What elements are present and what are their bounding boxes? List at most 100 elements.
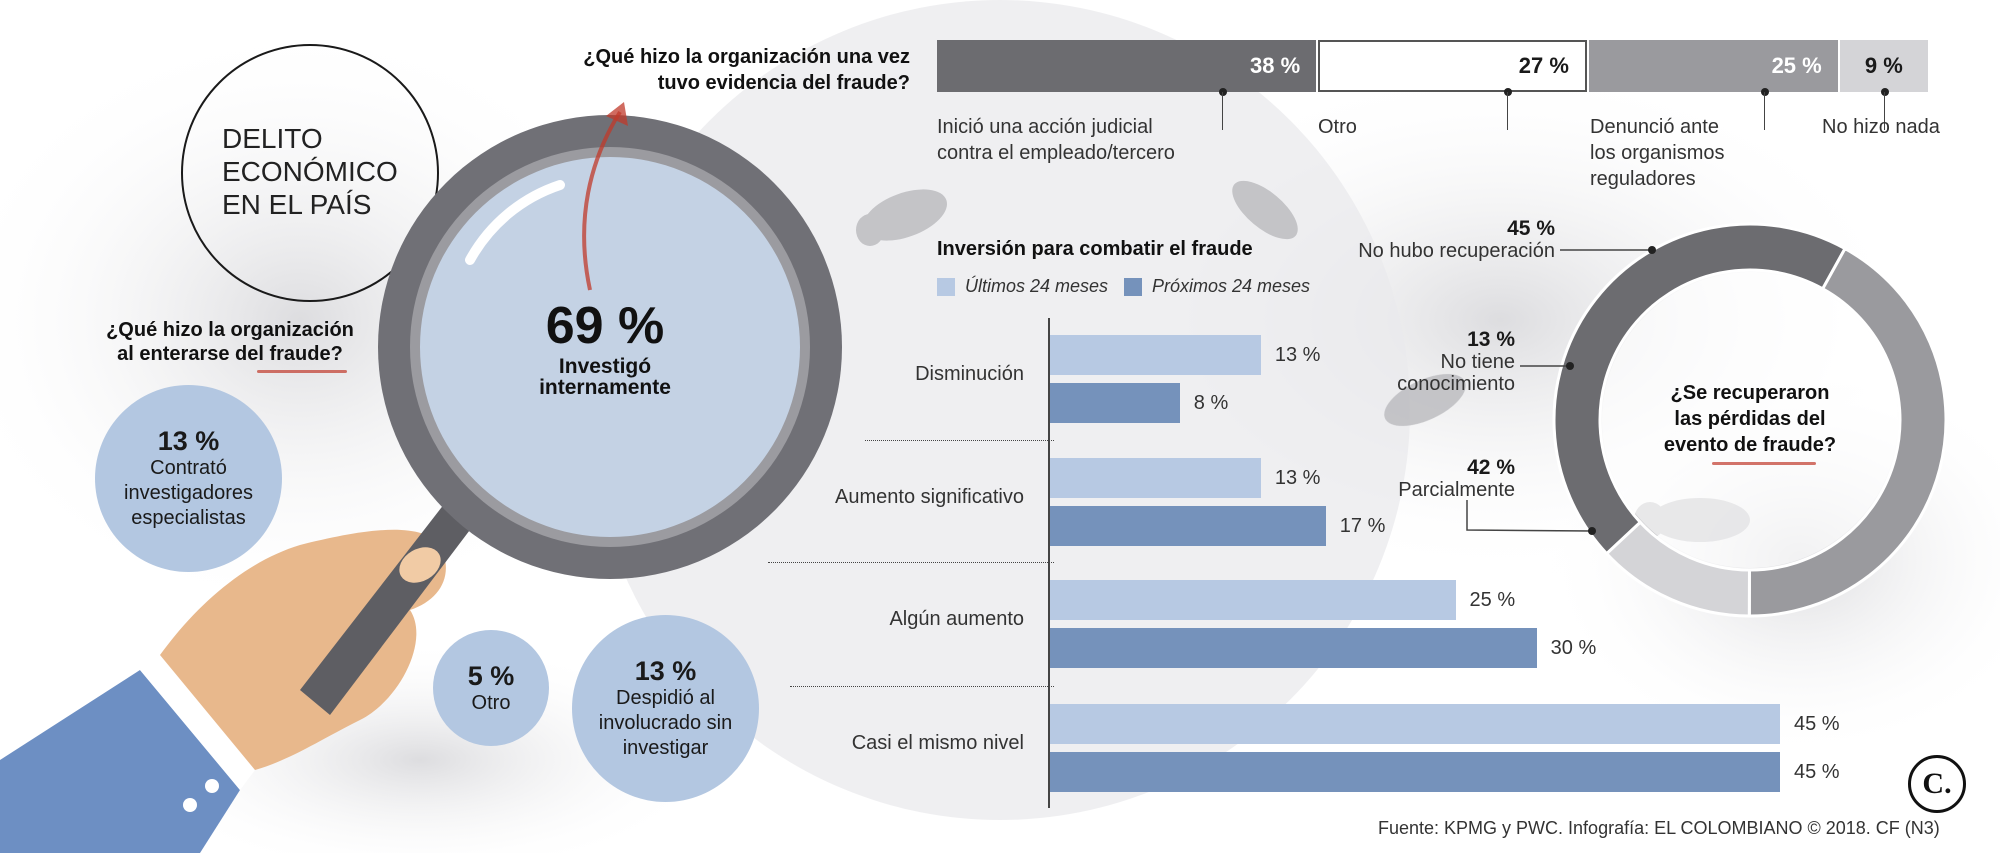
donut-label-line: Parcialmente [1398, 479, 1515, 501]
donut-title: ¿Se recuperaron las pérdidas del evento … [1640, 380, 1860, 458]
donut-label-line: conocimiento [1397, 373, 1515, 395]
donut-slice-value: 45 % [1507, 217, 1555, 240]
donut-slice-label: 42 % Parcialmente [1375, 456, 1515, 502]
hbar-separator [768, 562, 1054, 563]
hbar-bar [1050, 506, 1326, 546]
donut-slice-label: 13 % No tiene conocimiento [1375, 328, 1516, 396]
magnifier-handle [300, 490, 485, 715]
stacked-value-label: 9 % [1864, 53, 1903, 78]
stacked-connector-line [1763, 92, 1765, 130]
hbar-value-label: 45 % [1794, 761, 1840, 783]
donut-slice-value: 42 % [1467, 456, 1515, 479]
legend-proximos: Próximos 24 meses [1124, 276, 1310, 297]
hbar-chart-title: Inversión para combatir el fraude [937, 238, 1253, 260]
legend-swatch-proximos [1124, 277, 1142, 296]
source-footnote: Fuente: KPMG y PWC. Infografía: EL COLOM… [1378, 818, 1940, 838]
hbar-bar [1050, 628, 1537, 668]
stacked-connector-line [1221, 92, 1224, 130]
stacked-segment-label: No hizo nada [1822, 114, 1940, 140]
bubble-label-line: involucrado sin [598, 712, 733, 734]
legend-ultimos: Últimos 24 meses [937, 276, 1108, 297]
donut-slice-value: 13 % [1467, 328, 1515, 351]
stacked-segment-label: Otro [1318, 114, 1357, 140]
bubble-label-line: Contrató [150, 457, 227, 479]
bubble-label-line: investigar [622, 737, 709, 759]
donut-label-line: No tiene [1440, 351, 1516, 373]
hbar-category-label: Aumento significativo [835, 486, 1024, 508]
left-question-line-2: al enterarse del fraude? [117, 343, 343, 365]
stacked-label-line: contra el empleado/tercero [937, 142, 1175, 164]
donut-title-line-1: ¿Se recuperaron [1670, 382, 1830, 404]
brand-logo: C. [1908, 755, 1966, 813]
hbar-axis [1048, 318, 1050, 808]
stacked-value-label: 27 % [1518, 53, 1569, 78]
magnifier-pct: 69 % [545, 297, 665, 355]
title-line-1: DELITO [222, 123, 323, 154]
stacked-label-line: Denunció ante [1590, 116, 1719, 138]
stacked-segment: 25 % [1588, 40, 1838, 92]
hbar-value-label: 45 % [1794, 713, 1840, 735]
hbar-bar [1050, 335, 1261, 375]
legend-label-proximos: Próximos 24 meses [1152, 276, 1311, 296]
stacked-title-line-2: tuvo evidencia del fraude? [657, 72, 910, 94]
hbar-bar [1050, 752, 1780, 792]
bubble-label-line: investigadores [124, 482, 253, 504]
stacked-connector-line [1506, 92, 1509, 130]
stacked-chart-title: ¿Qué hizo la organización una vez tuvo e… [560, 44, 910, 96]
stacked-value-label: 38 % [1249, 53, 1301, 78]
magnifier-label-line-1: Investigó [558, 355, 652, 378]
bubble-contrato-investigadores: 13 % Contrató investigadores especialist… [95, 385, 282, 572]
hbar-bar [1050, 704, 1780, 744]
bubble-pct: 5 % [467, 660, 515, 691]
hbar-separator [865, 440, 1054, 441]
hbar-value-label: 8 % [1193, 392, 1229, 414]
hbar-bar [1050, 458, 1261, 498]
stacked-segment: 9 % [1839, 40, 1928, 92]
stacked-label-line: No hizo nada [1822, 116, 1940, 138]
stacked-segment: 27 % [1318, 40, 1587, 92]
stacked-segment-label: Inició una acción judicial contra el empl… [937, 114, 1175, 166]
left-question: ¿Qué hizo la organización al enterarse d… [100, 318, 360, 366]
bubble-pct: 13 % [157, 426, 220, 456]
magnifier-label-line-2: internamente [539, 376, 671, 399]
stacked-label-line: los organismos [1590, 142, 1725, 164]
left-question-line-1: ¿Qué hizo la organización [106, 319, 354, 341]
hbar-value-label: 25 % [1469, 589, 1516, 611]
magnifier-illustration [0, 102, 842, 853]
stacked-label-line: reguladores [1590, 168, 1696, 190]
donut-title-line-2: las pérdidas del [1674, 408, 1826, 430]
stacked-value-label: 25 % [1771, 53, 1822, 78]
stacked-segment: 38 % [937, 40, 1317, 92]
donut-title-line-3: evento de fraude? [1663, 434, 1837, 456]
hbar-value-label: 13 % [1274, 344, 1321, 366]
stacked-segment-label: Denunció ante los organismos reguladores [1590, 114, 1725, 192]
bubble-label-line: Otro [471, 691, 511, 714]
bubble-label-line: especialistas [131, 507, 246, 529]
left-question-underline [257, 370, 347, 373]
magnifier-label: Investigó internamente [520, 356, 690, 398]
stacked-connector-line [1883, 92, 1886, 130]
stacked-label-line: Inició una acción judicial [937, 116, 1153, 138]
hbar-bar [1050, 383, 1180, 423]
hbar-category-label: Disminución [915, 363, 1024, 385]
magnifier-lens [420, 157, 800, 537]
hbar-value-label: 13 % [1274, 467, 1321, 489]
hbar-separator [790, 686, 1054, 687]
donut-slice-label: 45 % No hubo recuperación [1315, 217, 1555, 263]
hbar-category-label: Casi el mismo nivel [851, 732, 1024, 754]
bubble-otro: 5 % Otro [433, 630, 549, 746]
hbar-value-label: 30 % [1550, 637, 1597, 659]
hbar-value-label: 17 % [1339, 515, 1386, 537]
bubble-label-line: Despidió al [616, 687, 715, 709]
title-line-3: EN EL PAÍS [222, 189, 372, 220]
donut-label-line: No hubo recuperación [1358, 240, 1555, 262]
bubble-despidio: 13 % Despidió al involucrado sin investi… [572, 615, 759, 802]
stacked-title-line-1: ¿Qué hizo la organización una vez [583, 46, 910, 68]
hbar-bar [1050, 580, 1456, 620]
page-title: DELITO ECONÓMICO EN EL PAÍS [222, 122, 398, 221]
hand-shape [160, 529, 446, 770]
bubble-pct: 13 % [634, 656, 697, 686]
title-circle [181, 44, 439, 302]
title-line-2: ECONÓMICO [222, 156, 398, 187]
